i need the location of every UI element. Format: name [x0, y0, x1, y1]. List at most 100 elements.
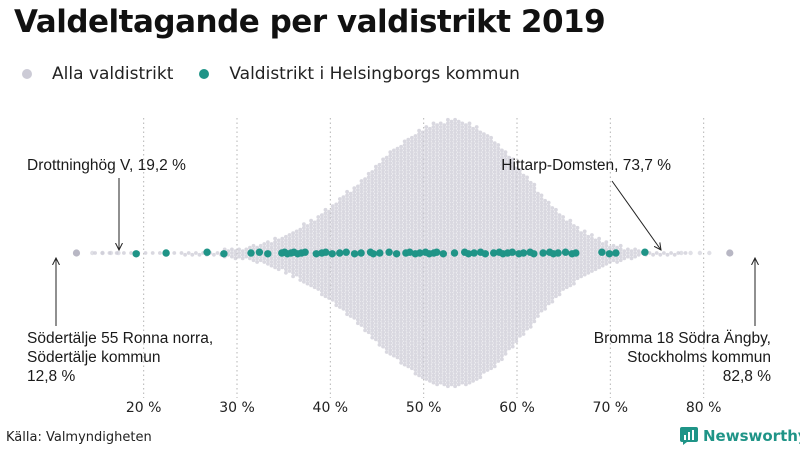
- swarm-dot: [528, 321, 533, 326]
- swarm-dot: [471, 371, 475, 376]
- swarm-dot: [352, 279, 357, 284]
- swarm-dot: [474, 146, 479, 151]
- swarm-dot: [392, 238, 396, 243]
- swarm-dot: [464, 321, 468, 326]
- swarm-dot: [366, 305, 371, 309]
- swarm-dot: [471, 234, 475, 239]
- swarm-dot: [370, 270, 375, 275]
- swarm-dot: [482, 341, 486, 345]
- swarm-dot: [500, 263, 504, 268]
- swarm-dot: [597, 236, 601, 241]
- swarm-dot: [460, 200, 465, 205]
- swarm-dot: [597, 261, 601, 266]
- swarm-dot: [492, 234, 497, 239]
- swarm-dot: [474, 269, 479, 273]
- swarm-dot: [496, 168, 501, 173]
- swarm-dot: [399, 202, 403, 207]
- swarm-dot: [399, 191, 403, 196]
- swarm-dot: [471, 260, 475, 264]
- swarm-dot: [359, 200, 364, 205]
- swarm-dot: [500, 303, 504, 308]
- swarm-dot: [507, 332, 511, 336]
- swarm-dot: [557, 281, 562, 286]
- swarm-dot: [536, 202, 540, 207]
- swarm-dot: [532, 186, 537, 191]
- swarm-dot: [460, 222, 465, 227]
- swarm-dot: [413, 263, 418, 268]
- swarm-dot: [399, 155, 403, 160]
- swarm-dot: [428, 238, 432, 243]
- swarm-dot: [503, 337, 508, 342]
- swarm-dot: [388, 261, 393, 266]
- swarm-dot: [446, 179, 450, 183]
- swarm-dot: [377, 188, 382, 192]
- swarm-dot: [406, 360, 411, 365]
- swarm-dot: [312, 234, 317, 239]
- swarm-dot: [431, 175, 436, 180]
- swarm-dot: [485, 173, 490, 178]
- swarm-dot: [532, 193, 537, 198]
- swarm-dot: [449, 303, 454, 308]
- swarm-dot: [546, 236, 551, 241]
- swarm-dot: [482, 236, 486, 241]
- helsingborg-point-44: [490, 249, 498, 257]
- swarm-dot: [402, 182, 407, 187]
- swarm-dot: [518, 168, 522, 173]
- swarm-dot: [402, 215, 407, 219]
- swarm-dot: [309, 258, 313, 263]
- swarm-dot: [420, 335, 425, 340]
- swarm-dot: [453, 344, 457, 349]
- swarm-dot: [471, 332, 475, 336]
- swarm-dot: [482, 164, 486, 169]
- swarm-dot: [521, 281, 526, 286]
- swarm-dot: [417, 207, 421, 212]
- swarm-dot: [363, 267, 367, 272]
- swarm-dot: [377, 317, 382, 322]
- swarm-dot: [528, 234, 533, 239]
- swarm-dot: [557, 292, 562, 297]
- swarm-dot: [392, 216, 396, 221]
- swarm-dot: [338, 240, 342, 245]
- swarm-dot: [381, 279, 385, 284]
- swarm-dot: [370, 170, 375, 174]
- swarm-dot: [431, 150, 436, 155]
- swarm-dot: [330, 240, 335, 245]
- swarm-dot: [420, 263, 425, 268]
- swarm-dot: [363, 180, 367, 185]
- swarm-dot: [352, 265, 357, 270]
- swarm-dot: [392, 314, 396, 318]
- swarm-dot: [672, 252, 677, 257]
- swarm-dot: [474, 243, 479, 248]
- swarm-dot: [392, 227, 396, 232]
- swarm-dot: [543, 234, 547, 239]
- swarm-dot: [503, 301, 508, 306]
- swarm-dot: [410, 186, 414, 191]
- swarm-dot: [503, 315, 508, 320]
- swarm-dot: [388, 243, 393, 248]
- swarm-dot: [478, 371, 483, 376]
- swarm-dot: [521, 274, 526, 279]
- swarm-dot: [482, 283, 486, 288]
- swarm-dot: [575, 261, 580, 266]
- swarm-dot: [474, 186, 479, 191]
- swarm-dot: [456, 278, 461, 282]
- swarm-dot: [489, 308, 493, 313]
- swarm-dot: [298, 231, 303, 236]
- swarm-dot: [471, 324, 475, 329]
- swarm-dot: [456, 263, 461, 268]
- swarm-dot: [420, 180, 425, 185]
- swarm-dot: [464, 231, 468, 236]
- swarm-dot: [471, 159, 475, 164]
- swarm-dot: [496, 182, 501, 187]
- swarm-dot: [532, 312, 537, 317]
- swarm-dot: [464, 292, 468, 297]
- swarm-dot: [280, 265, 285, 270]
- swarm-dot: [525, 218, 529, 223]
- swarm-dot: [420, 350, 425, 354]
- swarm-dot: [485, 134, 490, 138]
- swarm-dot: [406, 288, 411, 293]
- swarm-dot: [334, 216, 339, 221]
- swarm-dot: [377, 184, 382, 189]
- swarm-dot: [410, 222, 414, 227]
- swarm-dot: [582, 243, 587, 248]
